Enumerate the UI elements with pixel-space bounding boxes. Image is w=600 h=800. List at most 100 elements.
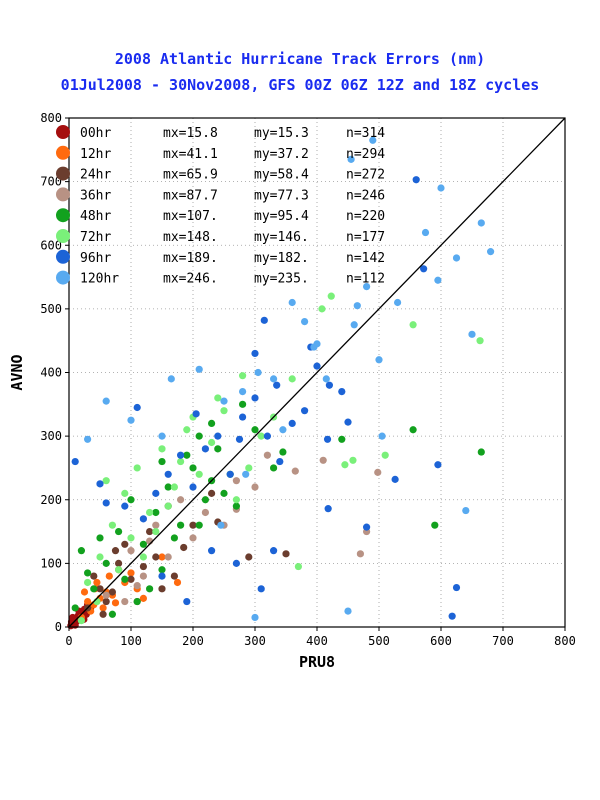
data-point — [139, 572, 147, 580]
data-point — [347, 155, 355, 163]
y-tick-label: 0 — [55, 620, 62, 634]
data-point — [245, 553, 253, 561]
data-point — [170, 572, 178, 580]
series-36hr — [102, 451, 382, 606]
data-point — [409, 426, 417, 434]
data-point — [183, 426, 191, 434]
data-point — [276, 457, 284, 466]
legend-mx: mx=189. — [163, 251, 218, 266]
data-point — [344, 607, 352, 615]
legend-my: my=77.3 — [254, 188, 309, 203]
data-point — [353, 302, 361, 310]
legend: 00hr mx=15.8 my=15.3 n=314 12hr mx=41.1 my=37.… — [56, 125, 385, 287]
data-point — [220, 407, 228, 415]
data-point — [487, 248, 495, 256]
data-point — [201, 496, 209, 504]
data-point — [239, 372, 247, 380]
legend-marker — [56, 249, 70, 264]
data-point — [344, 418, 352, 426]
data-point — [288, 298, 296, 307]
data-point — [356, 550, 364, 558]
data-point — [158, 457, 166, 466]
legend-series-name: 12hr — [80, 147, 111, 162]
legend-series-name: 72hr — [80, 230, 111, 245]
data-point — [201, 445, 209, 453]
data-point — [301, 318, 309, 326]
data-point — [313, 362, 321, 370]
data-point — [208, 489, 216, 497]
data-point — [322, 375, 330, 383]
data-point — [363, 523, 371, 531]
legend-my: my=95.4 — [254, 209, 309, 224]
data-point — [158, 432, 166, 440]
data-point — [214, 394, 222, 402]
data-point — [325, 381, 333, 389]
data-point — [127, 547, 135, 555]
data-point — [77, 617, 85, 625]
data-point — [164, 470, 172, 478]
data-point — [139, 515, 147, 523]
data-point — [84, 435, 92, 443]
data-point — [189, 521, 197, 529]
legend-my: my=235. — [254, 272, 309, 287]
x-tick-label: 500 — [368, 634, 390, 648]
data-point — [96, 553, 104, 561]
data-point — [421, 228, 430, 237]
data-point — [257, 585, 265, 593]
data-point — [96, 585, 104, 593]
data-point — [251, 613, 259, 622]
data-point — [254, 368, 262, 377]
series-72hr — [77, 292, 484, 625]
data-point — [195, 470, 203, 478]
legend-n: n=112 — [346, 272, 385, 287]
data-point — [133, 464, 141, 472]
legend-mx: mx=87.7 — [163, 188, 218, 203]
data-point — [263, 432, 271, 440]
data-point — [102, 591, 110, 599]
data-point — [288, 375, 296, 383]
data-point — [208, 547, 216, 555]
chart-title: 2008 Atlantic Hurricane Track Errors (nm… — [114, 50, 486, 68]
data-point — [71, 604, 79, 612]
x-tick-label: 0 — [65, 634, 72, 648]
legend-n: n=177 — [346, 230, 385, 245]
data-point — [251, 349, 259, 358]
data-point — [208, 419, 216, 427]
data-point — [189, 534, 197, 542]
data-point — [115, 559, 123, 567]
data-point — [127, 575, 135, 583]
legend-entry: 120hr mx=246. my=235. n=112 — [56, 270, 385, 287]
data-point — [431, 521, 439, 529]
data-point — [220, 489, 228, 497]
legend-my: my=146. — [254, 230, 309, 245]
data-point — [164, 553, 172, 561]
data-point — [152, 521, 160, 529]
data-point — [127, 569, 135, 577]
x-tick-label: 800 — [554, 634, 576, 648]
legend-marker — [56, 187, 70, 202]
data-point — [99, 610, 107, 618]
legend-n: n=246 — [346, 188, 385, 203]
data-point — [152, 527, 160, 536]
data-point — [108, 610, 116, 618]
data-point — [102, 559, 110, 567]
series-48hr — [71, 400, 485, 618]
legend-mx: mx=246. — [163, 272, 218, 287]
data-point — [158, 566, 166, 574]
data-point — [189, 464, 197, 472]
legend-n: n=272 — [346, 168, 385, 183]
legend-my: my=182. — [254, 251, 309, 266]
legend-entry: 12hr mx=41.1 my=37.2 n=294 — [56, 145, 385, 162]
data-point — [121, 502, 129, 510]
data-point — [313, 340, 321, 348]
data-point — [409, 321, 417, 329]
data-point — [273, 381, 281, 389]
y-axis-label: AVNO — [8, 354, 26, 390]
legend-series-name: 24hr — [80, 168, 111, 183]
data-point — [294, 562, 302, 571]
data-point — [232, 496, 240, 504]
data-point — [84, 578, 92, 587]
data-point — [257, 432, 265, 440]
data-point — [111, 547, 120, 555]
data-point — [158, 585, 166, 593]
